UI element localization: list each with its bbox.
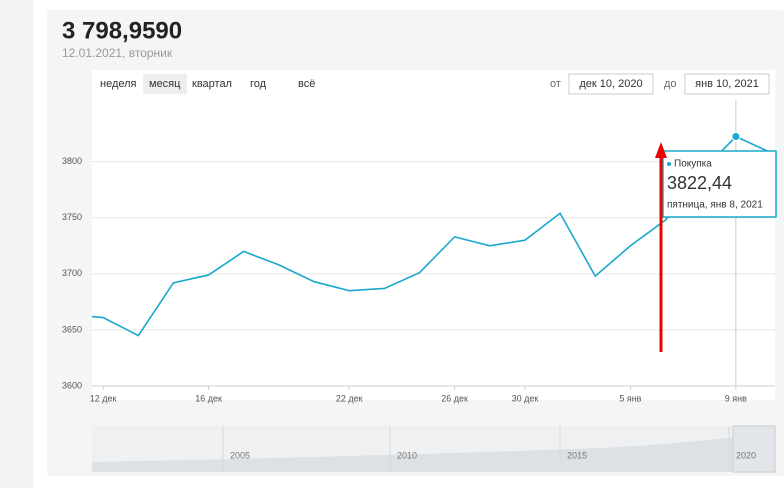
x-tick-label: 26 дек	[441, 393, 468, 403]
series-line	[92, 135, 772, 337]
navigator-label: 2005	[230, 450, 250, 460]
tooltip-value: 3822,44	[667, 173, 732, 193]
x-tick-label: 30 дек	[512, 393, 539, 403]
annotation-arrowhead	[655, 142, 667, 158]
period-tab[interactable]: год	[250, 78, 267, 90]
x-tick-label: 12 дек	[90, 393, 117, 403]
plot-area	[92, 70, 775, 400]
tooltip-dot	[667, 162, 671, 166]
navigator-label: 2020	[736, 450, 756, 460]
sidebar	[0, 0, 33, 488]
from-label: от	[550, 78, 561, 90]
tab-selected-bg	[143, 74, 187, 94]
to-input[interactable]	[684, 73, 770, 95]
y-tick-label: 3650	[62, 324, 82, 334]
period-tab[interactable]: всё	[298, 78, 315, 90]
period-tab[interactable]: неделя	[100, 78, 137, 90]
tooltip	[662, 150, 777, 218]
tooltip-series: Покупка	[674, 159, 712, 170]
x-tick-label: 22 дек	[336, 393, 363, 403]
x-tick-label: 9 янв	[725, 393, 747, 403]
hover-point	[731, 132, 741, 142]
navigator-label: 2010	[397, 450, 417, 460]
rate-date: 12.01.2021, вторник	[62, 46, 173, 60]
x-tick-label: 5 янв	[619, 393, 641, 403]
to-label: до	[664, 78, 677, 90]
to-date[interactable]: янв 10, 2021	[695, 78, 759, 90]
x-tick-label: 16 дек	[195, 393, 222, 403]
rate-title: 3 798,9590	[62, 17, 182, 44]
period-tab[interactable]: квартал	[192, 78, 232, 90]
y-tick-label: 3800	[62, 156, 82, 166]
y-tick-label: 3600	[62, 380, 82, 390]
tooltip-date: пятница, янв 8, 2021	[667, 200, 763, 211]
navigator-window[interactable]	[732, 425, 776, 473]
period-tab[interactable]: месяц	[149, 78, 181, 90]
y-tick-label: 3700	[62, 268, 82, 278]
navigator-label: 2015	[567, 450, 587, 460]
navigator-area	[92, 432, 775, 472]
from-input[interactable]	[568, 73, 654, 95]
from-date[interactable]: дек 10, 2020	[579, 78, 642, 90]
y-tick-label: 3750	[62, 212, 82, 222]
